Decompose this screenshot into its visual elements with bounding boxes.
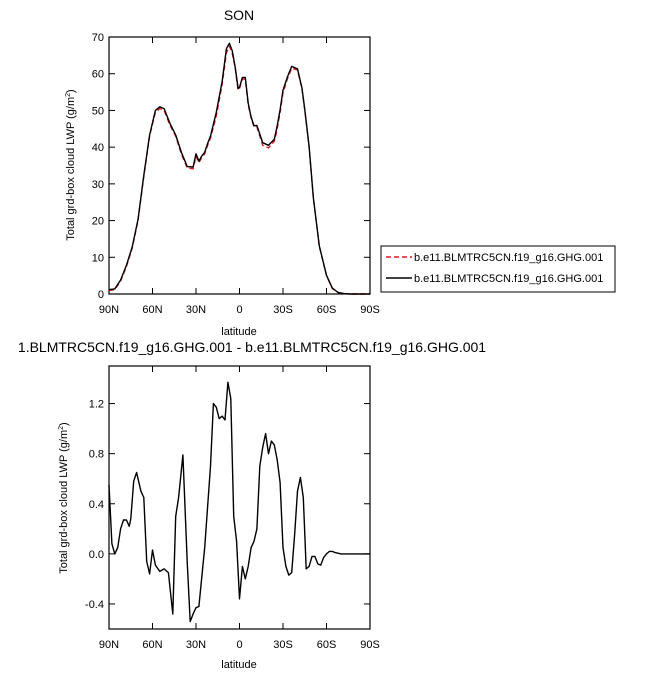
chart-bottom-y-axis-label: Total grd-box cloud LWP (g/m2) [58, 422, 70, 573]
chart-bottom-x-tick-label: 60N [142, 639, 162, 651]
chart-top-y-tick-label: 70 [92, 32, 104, 44]
chart-top-y-tick-label: 60 [92, 69, 104, 81]
chart-bottom-y-tick-label: 0.4 [89, 499, 104, 511]
legend-label-series-2: b.e11.BLMTRC5CN.f19_g16.GHG.001 [414, 273, 603, 285]
legend-label-series-1: b.e11.BLMTRC5CN.f19_g16.GHG.001 [414, 252, 603, 264]
chart-top-x-tick-label: 90S [360, 304, 380, 316]
chart-top-marks [108, 42, 370, 295]
chart-bottom-marks [108, 381, 370, 623]
chart-bottom-x-tick-label: 90S [360, 639, 380, 651]
chart-top-y-tick-label: 10 [92, 252, 104, 264]
chart-bottom-y-ticks: -0.4 0.0 0.4 0.8 1.2 [85, 399, 370, 611]
chart-bottom-title: 1.BLMTRC5CN.f19_g16.GHG.001 - b.e11.BLMT… [18, 339, 486, 355]
chart-bottom-y-tick-label: -0.4 [85, 599, 104, 611]
chart-top-y-axis-label-main: Total grd-box cloud LWP (g/m [65, 97, 77, 241]
chart-top-legend: b.e11.BLMTRC5CN.f19_g16.GHG.001 b.e11.BL… [380, 245, 616, 293]
chart-bottom-x-tick-label: 90N [99, 639, 119, 651]
chart-bottom-x-ticks: 90N 60N 30N 0 30S 60S 90S [99, 366, 380, 651]
chart-bottom-series-1-line [108, 381, 370, 623]
chart-bottom-y-tick-label: 1.2 [89, 399, 104, 411]
chart-top-y-tick-label: 0 [98, 289, 104, 301]
chart-top-y-tick-label: 30 [92, 179, 104, 191]
chart-top-series-2-line [108, 42, 370, 295]
chart-bottom-x-axis-label: latitude [221, 659, 256, 671]
chart-bottom: 1.BLMTRC5CN.f19_g16.GHG.001 - b.e11.BLMT… [18, 339, 486, 671]
chart-bottom-x-tick-label: 30S [273, 639, 293, 651]
chart-bottom-y-axis-label-main: Total grd-box cloud LWP (g/m [58, 430, 70, 574]
chart-top-title: SON [224, 7, 254, 23]
chart-top-x-axis-label: latitude [221, 326, 256, 338]
chart-top-y-axis-label: Total grd-box cloud LWP (g/m2) [65, 89, 77, 240]
chart-top-y-tick-label: 20 [92, 216, 104, 228]
chart-top-plot-frame [108, 36, 371, 295]
chart-top-y-tick-label: 50 [92, 105, 104, 117]
chart-bottom-y-axis-label-sup: 2 [58, 426, 65, 430]
chart-top-x-tick-label: 30N [186, 304, 206, 316]
chart-top-x-tick-label: 60S [317, 304, 337, 316]
chart-bottom-x-tick-label: 0 [236, 639, 242, 651]
chart-bottom-x-tick-label: 30N [186, 639, 206, 651]
chart-bottom-y-tick-label: 0.8 [89, 449, 104, 461]
chart-bottom-x-tick-label: 60S [317, 639, 337, 651]
chart-top-series-1-line [108, 45, 370, 295]
chart-bottom-y-axis-label-close: ) [58, 422, 70, 426]
chart-top-y-axis-label-close: ) [65, 89, 77, 93]
chart-top-x-tick-label: 0 [236, 304, 242, 316]
chart-bottom-y-tick-label: 0.0 [89, 549, 104, 561]
chart-top-y-axis-label-sup: 2 [65, 93, 72, 97]
legend-box [380, 245, 616, 293]
chart-top-x-ticks: 90N 60N 30N 0 30S 60S 90S [99, 37, 380, 316]
chart-top-y-tick-label: 40 [92, 142, 104, 154]
chart-top-x-tick-label: 90N [99, 304, 119, 316]
chart-top-y-ticks: 0 10 20 30 40 50 60 70 [92, 32, 370, 301]
chart-top-x-tick-label: 30S [273, 304, 293, 316]
chart-top-x-tick-label: 60N [142, 304, 162, 316]
